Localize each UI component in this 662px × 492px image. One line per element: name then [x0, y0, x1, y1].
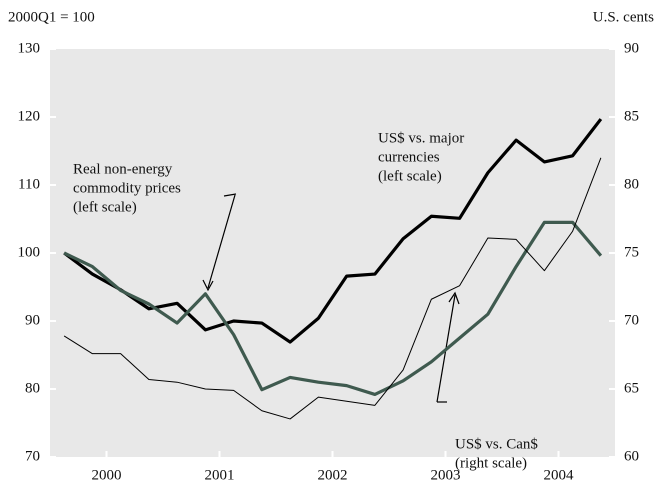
series-line: [63, 157, 602, 420]
y2-tick-label: 75: [624, 244, 639, 260]
x-tick-label: 2003: [431, 467, 461, 483]
x-tick-label: 2002: [318, 467, 348, 483]
arrow: [207, 194, 236, 289]
y-tick-label: 110: [18, 176, 40, 192]
y2-tick-label: 90: [624, 40, 639, 56]
annotation: commodity prices: [73, 180, 181, 196]
y-axis-label: 2000Q1 = 100: [8, 9, 95, 25]
y2-tick-label: 85: [624, 108, 639, 124]
x-tick-label: 2001: [205, 467, 235, 483]
annotation: Real non-energy: [73, 161, 173, 177]
arrow-tail: [223, 193, 237, 197]
y2-tick-label: 80: [624, 176, 639, 192]
y-tick-label: 120: [18, 108, 41, 124]
plot-area: [50, 49, 615, 457]
y-tick-label: 90: [25, 312, 40, 328]
y2-tick-label: 65: [624, 380, 639, 396]
annotation: (left scale): [378, 168, 442, 184]
annotation: (right scale): [455, 455, 527, 471]
y-tick-label: 70: [25, 448, 40, 464]
annotation: (left scale): [73, 199, 137, 215]
x-tick-label: 2000: [92, 467, 122, 483]
annotation: US$ vs. Can$: [455, 436, 538, 452]
annotation: US$ vs. major: [378, 130, 464, 146]
y-tick-label: 100: [18, 244, 41, 260]
y2-axis-label: U.S. cents: [593, 9, 654, 25]
annotation: currencies: [378, 149, 440, 165]
arrow-head: [448, 291, 460, 305]
series-line: [63, 220, 603, 397]
y-tick-label: 130: [18, 40, 41, 56]
x-tick-label: 2004: [544, 467, 575, 483]
arrow-head: [202, 279, 214, 292]
y2-tick-label: 70: [624, 312, 639, 328]
annotations: US$ vs. major currencies (left scale) Real …: [73, 130, 538, 471]
y-tick-label: 80: [25, 380, 40, 396]
y2-tick-label: 60: [624, 448, 639, 464]
